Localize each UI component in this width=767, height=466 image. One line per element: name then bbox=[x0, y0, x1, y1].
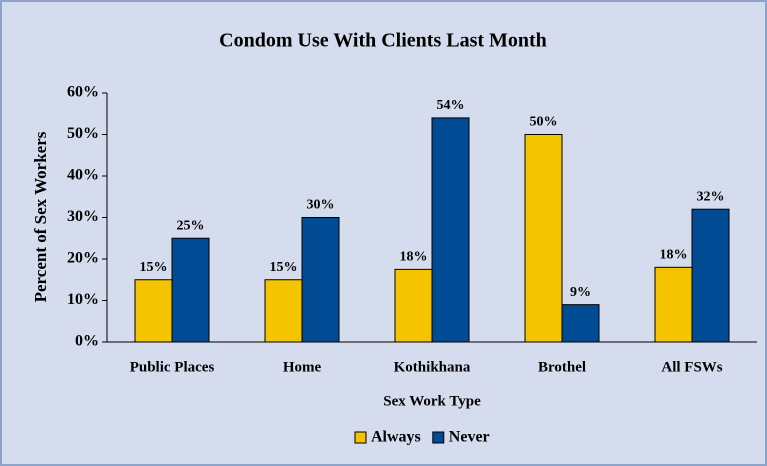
x-axis-title: Sex Work Type bbox=[383, 393, 481, 409]
y-tick-label: 30% bbox=[67, 208, 99, 225]
bar bbox=[431, 117, 470, 343]
data-label: 32% bbox=[697, 189, 725, 204]
data-label: 54% bbox=[437, 98, 465, 113]
y-tick-label: 10% bbox=[67, 291, 99, 308]
y-tick-label: 20% bbox=[67, 250, 99, 267]
x-tick-label: All FSWs bbox=[661, 359, 722, 375]
x-tick-label: Kothikhana bbox=[394, 359, 471, 375]
data-label: 18% bbox=[400, 250, 428, 265]
bar bbox=[394, 268, 433, 343]
x-tick-label: Public Places bbox=[130, 359, 215, 375]
bar bbox=[654, 266, 693, 343]
data-label: 18% bbox=[660, 248, 688, 263]
bar bbox=[691, 208, 730, 343]
bar bbox=[301, 217, 340, 343]
legend-swatch bbox=[354, 431, 367, 444]
legend-label: Always bbox=[371, 429, 421, 446]
legend-swatch bbox=[432, 431, 445, 444]
data-label: 15% bbox=[140, 260, 168, 275]
data-label: 25% bbox=[177, 218, 205, 233]
y-tick-label: 60% bbox=[67, 84, 99, 101]
bar bbox=[264, 279, 303, 343]
chart-title: Condom Use With Clients Last Month bbox=[219, 30, 547, 52]
bar bbox=[561, 304, 600, 343]
y-tick-label: 0% bbox=[75, 333, 99, 350]
data-label: 30% bbox=[307, 198, 335, 213]
data-label: 50% bbox=[530, 115, 558, 130]
x-tick-label: Home bbox=[283, 359, 322, 375]
bar bbox=[171, 237, 210, 343]
x-tick-label: Brothel bbox=[538, 359, 586, 375]
bar bbox=[524, 134, 563, 343]
y-axis-title: Percent of Sex Workers bbox=[31, 131, 50, 302]
bar bbox=[134, 279, 173, 343]
y-tick-label: 40% bbox=[67, 167, 99, 184]
legend-label: Never bbox=[449, 429, 490, 446]
y-tick-label: 50% bbox=[67, 125, 99, 142]
data-label: 9% bbox=[570, 285, 591, 300]
data-label: 15% bbox=[270, 260, 298, 275]
